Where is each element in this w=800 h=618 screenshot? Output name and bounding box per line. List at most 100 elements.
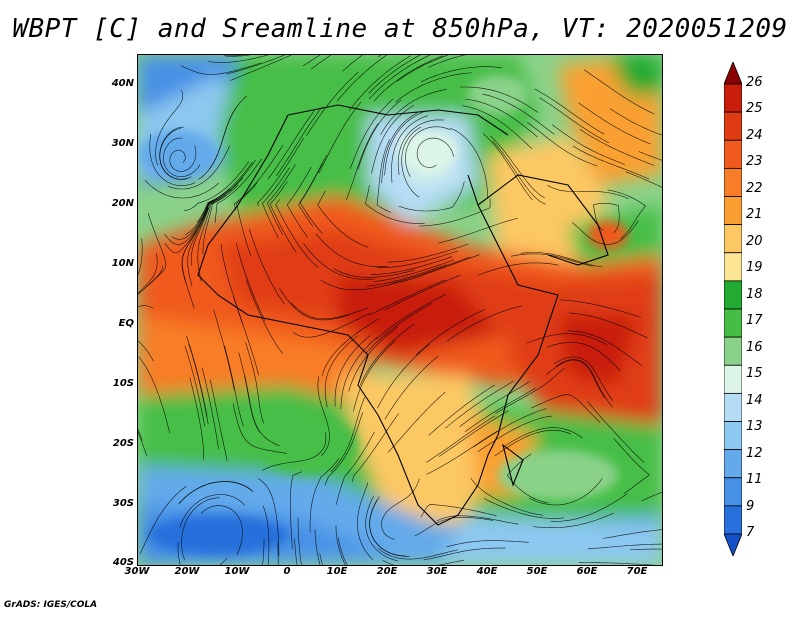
streamline — [568, 330, 643, 366]
streamline — [401, 126, 422, 198]
streamline — [384, 355, 439, 420]
colorbar-label: 18 — [746, 286, 763, 302]
streamline — [420, 504, 497, 518]
streamline — [236, 182, 258, 256]
colorbar-box — [724, 449, 742, 479]
colorbar-box — [724, 336, 742, 366]
streamline — [155, 89, 184, 166]
streamline — [257, 137, 305, 207]
streamline — [438, 410, 509, 457]
streamline — [547, 185, 629, 200]
streamline — [373, 259, 455, 282]
streamline — [550, 493, 628, 522]
streamline — [163, 137, 201, 177]
lon-label: 10E — [326, 566, 348, 577]
streamline — [369, 496, 406, 557]
streamline — [233, 295, 259, 376]
streamline — [423, 547, 506, 561]
streamline — [184, 177, 243, 236]
streamline — [607, 189, 646, 240]
streamline — [181, 497, 220, 561]
streamline — [190, 194, 227, 266]
streamline — [236, 243, 266, 322]
streamline — [292, 313, 371, 338]
streamline — [266, 164, 296, 236]
streamline — [302, 55, 321, 67]
streamline — [365, 303, 432, 354]
streamline — [209, 95, 247, 170]
streamline — [559, 299, 641, 318]
colorbar — [724, 62, 742, 556]
streamline — [369, 279, 446, 316]
streamline — [572, 145, 650, 180]
streamline — [378, 547, 458, 560]
colorbar-box — [724, 252, 742, 282]
streamline — [209, 379, 228, 461]
streamline — [583, 69, 655, 115]
streamline — [387, 243, 469, 263]
streamline — [317, 190, 369, 248]
map-panel — [137, 54, 663, 566]
lon-label: 30E — [426, 566, 448, 577]
colorbar-label: 19 — [746, 260, 763, 276]
streamline — [416, 137, 455, 168]
streamline — [483, 498, 564, 519]
chart-title: WBPT [C] and Sreamline at 850hPa, VT: 20… — [12, 14, 788, 44]
streamline — [297, 517, 302, 565]
streamline — [539, 97, 610, 144]
streamline — [381, 478, 420, 540]
streamline — [238, 352, 261, 433]
streamline — [335, 525, 346, 565]
streamline — [495, 368, 565, 414]
streamline — [371, 256, 453, 275]
streamline — [552, 124, 625, 165]
colorbar-label: 12 — [746, 445, 763, 461]
lon-label: 60E — [576, 566, 598, 577]
streamline — [609, 108, 662, 136]
streamline — [398, 181, 465, 212]
streamline — [482, 93, 555, 135]
streamline — [460, 86, 539, 113]
streamline — [230, 55, 292, 81]
streamline — [545, 359, 605, 398]
wbpt-field-detail — [138, 75, 628, 555]
streamline — [225, 55, 252, 57]
streamline — [528, 478, 603, 506]
streamline — [401, 254, 480, 283]
streamline — [426, 430, 498, 475]
streamline — [602, 529, 662, 539]
streamline — [553, 356, 614, 401]
streamline — [277, 542, 279, 565]
streamline — [262, 505, 270, 565]
streamline — [546, 342, 621, 372]
streamline — [368, 55, 431, 100]
streamline — [159, 128, 192, 180]
streamline — [197, 202, 215, 282]
lon-label: 0 — [283, 566, 291, 577]
streamline — [232, 403, 288, 454]
streamline — [625, 171, 662, 188]
streamline — [382, 559, 464, 565]
streamline — [177, 542, 228, 565]
streamline — [338, 537, 348, 565]
streamline — [184, 345, 205, 427]
streamline — [492, 140, 546, 205]
streamline — [428, 55, 466, 68]
colorbar-box — [724, 224, 742, 254]
streamline — [290, 302, 368, 320]
streamline — [415, 309, 486, 356]
streamline — [262, 538, 265, 565]
lon-label: 20W — [174, 566, 200, 577]
colorbar-label: 20 — [746, 233, 763, 249]
streamline — [342, 55, 363, 72]
streamline — [201, 367, 219, 450]
streamline — [314, 529, 321, 565]
streamline — [526, 333, 607, 346]
lat-label: 10S — [112, 378, 134, 389]
streamline — [179, 494, 245, 528]
streamline — [330, 396, 365, 473]
streamline — [446, 305, 522, 342]
streamline — [572, 220, 639, 245]
streamline — [320, 279, 402, 291]
coastlines — [197, 104, 609, 526]
